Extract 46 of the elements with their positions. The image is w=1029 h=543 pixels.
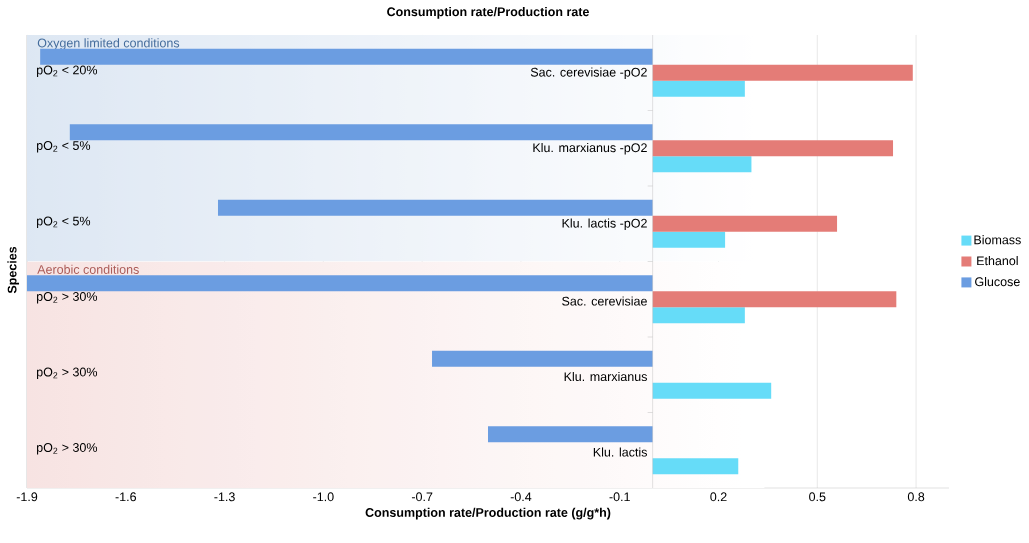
bar [40,48,653,65]
annotation: pO$_{2}$ < 5% [37,141,91,153]
x-tick-label: -1.3 [214,492,235,502]
x-tick-label: -1.6 [115,492,137,502]
x-axis-title: Consumption rate/Production rate (g/g*h) [365,507,611,520]
annotation: pO$_{2}$ < 20% [37,65,98,77]
legend-label: Biomass [974,235,1021,245]
x-tick-label: 0.2 [710,492,727,502]
bar [652,231,726,248]
annotation: pO$_{2}$ > 30% [37,367,98,379]
bar [652,156,752,173]
bar [652,215,838,232]
bar [69,124,653,141]
band-label: Oxygen limited conditions [37,38,180,50]
y-tick-label: Sac. cerevisiae -pO2 [530,67,647,80]
x-tick-label: 0.5 [809,492,826,502]
y-axis-title: Species [7,246,20,294]
y-tick-label: Klu. marxianus [564,371,647,382]
bar [652,382,772,399]
x-tick-label: -0.7 [411,492,433,502]
x-tick-label: -1.0 [313,492,334,502]
legend-label: Ethanol [977,256,1018,266]
bar [652,458,739,475]
bar [652,64,913,81]
band-label: Aerobic conditions [37,264,139,274]
y-tick-label: Klu. lactis [593,447,647,457]
annotation: pO$_{2}$ > 30% [37,292,98,304]
bar [652,80,745,97]
bar [488,426,653,443]
annotation: pO$_{2}$ > 30% [37,443,98,455]
y-tick-label: Klu. marxianus -pO2 [533,142,647,155]
bar [27,275,653,292]
bar [432,350,653,367]
legend-label: Glucose [975,276,1020,287]
bar [652,307,745,324]
bar [652,140,894,157]
annotation: pO$_{2}$ < 5% [37,216,91,228]
bar [652,291,897,308]
x-tick-label: -0.1 [609,492,630,502]
x-tick-label: 0.8 [907,492,925,502]
x-tick-label: -1.9 [16,492,38,502]
bar [217,199,653,216]
y-tick-label: Klu. lactis -pO2 [562,218,647,231]
x-tick-label: -0.4 [510,492,532,502]
chart-title: Consumption rate/Production rate [387,7,589,19]
y-tick-label: Sac. cerevisiae [562,296,647,306]
